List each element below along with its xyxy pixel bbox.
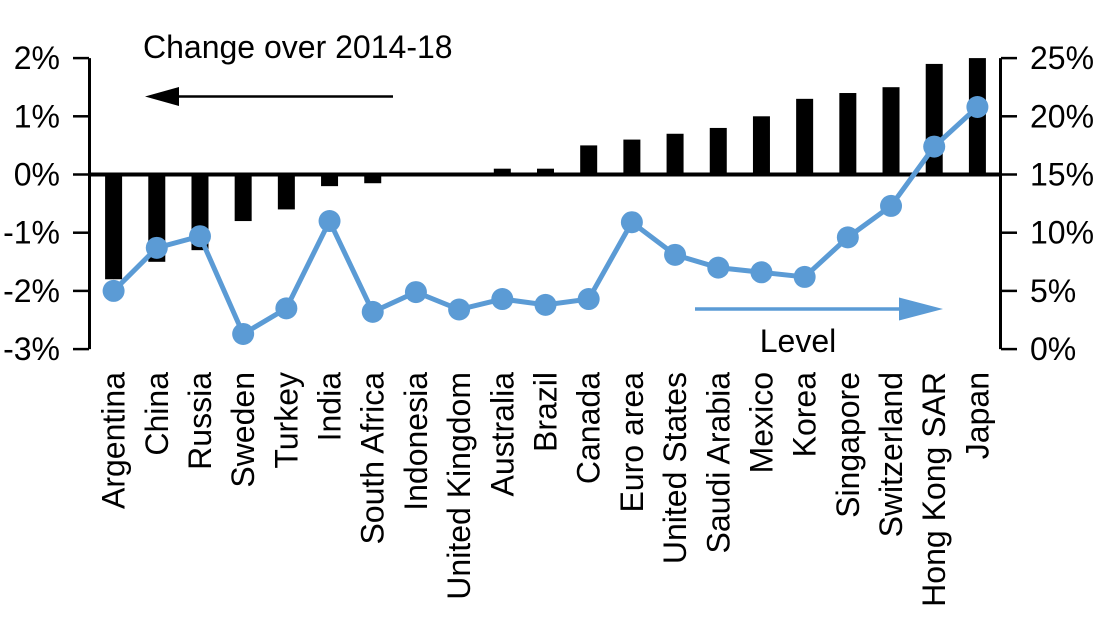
- x-axis-label-argentina: Argentina: [96, 372, 132, 509]
- level-marker-argentina: [102, 279, 125, 302]
- level-marker-hong-kong-sar: [923, 135, 946, 158]
- x-axis-label-euro-area: Euro area: [614, 372, 650, 513]
- x-axis-label-saudi-arabia: Saudi Arabia: [700, 372, 736, 554]
- level-marker-brazil: [534, 293, 557, 316]
- level-marker-singapore: [836, 226, 859, 249]
- bar-argentina: [105, 174, 123, 280]
- left-axis-tick-label: -3%: [3, 331, 60, 367]
- level-marker-russia: [188, 225, 211, 248]
- axes-group: 2% 1% 0% -1% -2% -3% 25% 20% 15% 10% 5% 0%: [3, 40, 1094, 367]
- level-marker-india: [318, 210, 341, 233]
- x-axis-label-india: India: [312, 372, 348, 442]
- level-marker-mexico: [750, 261, 773, 284]
- bar-singapore: [839, 93, 857, 175]
- level-marker-canada: [577, 288, 600, 311]
- x-axis-label-japan: Japan: [959, 372, 995, 459]
- x-axis-label-china: China: [139, 372, 175, 456]
- x-axis-label-south-africa: South Africa: [355, 372, 391, 545]
- level-line-group: [102, 95, 989, 345]
- bar-turkey: [277, 174, 295, 210]
- change-left-arrow-icon: [145, 87, 393, 106]
- level-marker-turkey: [275, 297, 298, 320]
- level-marker-japan: [966, 95, 989, 118]
- x-axis-label-indonesia: Indonesia: [398, 372, 434, 511]
- left-axis-tick-label: -2%: [3, 273, 60, 309]
- bar-united-states: [666, 133, 684, 175]
- bar-brazil: [537, 168, 554, 175]
- right-axis-tick-label: 25%: [1030, 40, 1094, 76]
- x-axis-label-canada: Canada: [571, 372, 607, 484]
- bar-mexico: [752, 116, 770, 175]
- x-axis-labels-group: Argentina China Russia Sweden Turkey India Sou…: [96, 372, 996, 607]
- x-axis-label-switzerland: Switzerland: [873, 372, 909, 537]
- level-marker-united-kingdom: [448, 298, 471, 321]
- x-axis-label-united-kingdom: United Kingdom: [441, 372, 477, 600]
- x-axis-label-mexico: Mexico: [743, 372, 779, 473]
- x-axis-label-united-states: United States: [657, 372, 693, 564]
- left-axis-tick-label: 0%: [14, 157, 60, 193]
- left-axis-tick-label: -1%: [3, 215, 60, 251]
- level-marker-saudi-arabia: [707, 256, 730, 279]
- x-axis-label-korea: Korea: [787, 372, 823, 458]
- level-marker-australia: [491, 288, 514, 311]
- right-series-annotation: Level: [760, 323, 837, 359]
- level-marker-south-africa: [361, 300, 384, 323]
- x-axis-label-turkey: Turkey: [268, 372, 304, 469]
- left-axis-tick-label: 2%: [14, 40, 60, 76]
- level-right-arrow-icon: [695, 297, 943, 321]
- bar-india: [321, 174, 339, 187]
- bar-south-africa: [364, 174, 382, 184]
- level-marker-united-states: [664, 243, 687, 266]
- x-axis-label-hong-kong-sar: Hong Kong SAR: [916, 372, 952, 607]
- x-axis-label-sweden: Sweden: [225, 372, 261, 488]
- right-axis-tick-label: 15%: [1030, 157, 1094, 193]
- bar-saudi-arabia: [709, 127, 727, 175]
- bar-switzerland: [882, 87, 900, 175]
- bar-euro-area: [623, 139, 641, 175]
- bar-sweden: [234, 174, 252, 222]
- x-axis-label-brazil: Brazil: [528, 372, 564, 452]
- level-marker-switzerland: [880, 194, 903, 217]
- bar-australia: [493, 168, 511, 175]
- level-marker-euro-area: [620, 211, 643, 234]
- left-axis-tick-label: 1%: [14, 98, 60, 134]
- bar-korea: [796, 98, 814, 175]
- x-axis-label-singapore: Singapore: [830, 372, 866, 518]
- right-axis-tick-label: 10%: [1030, 215, 1094, 251]
- left-series-annotation: Change over 2014-18: [143, 29, 453, 65]
- level-marker-korea: [793, 265, 816, 288]
- level-marker-sweden: [232, 322, 255, 345]
- x-axis-label-russia: Russia: [182, 372, 218, 470]
- right-axis-tick-label: 20%: [1030, 98, 1094, 134]
- right-axis-tick-label: 5%: [1030, 273, 1076, 309]
- level-marker-indonesia: [404, 281, 427, 304]
- right-axis-tick-label: 0%: [1030, 331, 1076, 367]
- level-marker-china: [145, 236, 168, 259]
- bar-canada: [580, 145, 598, 175]
- x-axis-label-australia: Australia: [484, 372, 520, 497]
